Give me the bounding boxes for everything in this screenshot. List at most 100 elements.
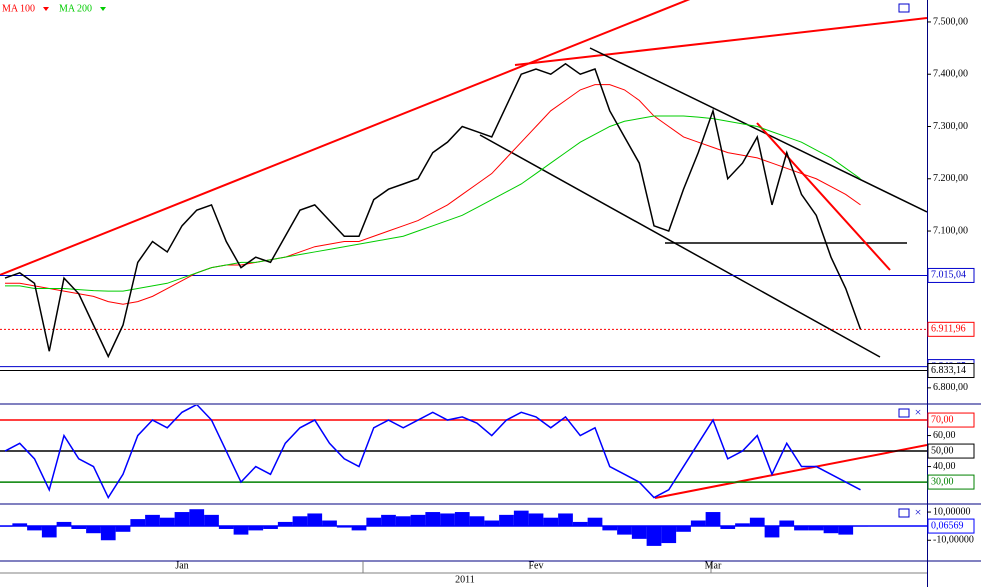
momentum-bar	[720, 526, 736, 529]
momentum-bar	[646, 526, 662, 546]
momentum-bar	[366, 517, 382, 527]
momentum-bar	[130, 519, 146, 527]
y-tick-label: 7.100,00	[933, 225, 968, 236]
momentum-bar	[779, 520, 795, 527]
level-label: 50,00	[931, 445, 954, 456]
momentum-bar	[838, 526, 854, 535]
level-label-box	[927, 412, 975, 428]
x-axis-label: 2011	[455, 574, 475, 585]
momentum-bar	[292, 516, 308, 527]
momentum-bar	[499, 514, 514, 527]
momentum-bar	[661, 526, 677, 544]
momentum-bar	[204, 514, 219, 527]
momentum-bar	[381, 514, 396, 527]
y-tick-label: 7.300,00	[933, 121, 968, 132]
level-label: 7.015,04	[931, 270, 966, 281]
momentum-bar	[56, 521, 72, 527]
momentum-bar	[12, 523, 28, 527]
level-label-box	[927, 363, 975, 379]
y-tick-label: 6.800,00	[933, 382, 968, 393]
momentum-bar	[41, 526, 57, 538]
momentum-bar	[484, 520, 500, 527]
trendline	[654, 444, 927, 499]
momentum-bar	[27, 526, 42, 531]
momentum-bar	[454, 512, 470, 527]
momentum-bar	[558, 513, 573, 527]
momentum-bar	[115, 526, 131, 532]
panel-icon[interactable]	[898, 3, 910, 13]
y-tick-label: -10,00000	[933, 535, 974, 546]
momentum-bar	[145, 514, 160, 527]
momentum-bar	[602, 526, 618, 531]
momentum-bar	[159, 517, 175, 527]
y-tick-label: 60,00	[933, 430, 956, 441]
legend-label: MA 200	[59, 3, 92, 14]
momentum-bar	[395, 516, 411, 527]
level-label: 70,00	[931, 414, 954, 425]
y-tick-label: 7.500,00	[933, 16, 968, 27]
momentum-bar	[263, 526, 278, 529]
momentum-bar	[86, 526, 101, 534]
trendline	[514, 17, 927, 66]
x-tick-label: Mar	[705, 560, 722, 571]
level-label-box	[927, 518, 975, 534]
rsi-trendlines	[654, 444, 927, 499]
momentum-bar	[528, 513, 544, 527]
momentum-bar	[572, 521, 588, 527]
momentum-bar	[735, 523, 750, 527]
rsi-line	[4, 405, 861, 500]
trendline	[756, 122, 891, 271]
x-tick-label: Fev	[529, 560, 544, 571]
momentum-bar	[174, 512, 190, 527]
trendline	[479, 134, 881, 358]
close-icon[interactable]: ×	[915, 405, 922, 419]
momentum-bar	[705, 512, 721, 527]
panel-icon[interactable]	[898, 508, 910, 518]
momentum-bar	[307, 513, 323, 527]
level-label-box	[927, 474, 975, 490]
momentum-bar	[794, 526, 809, 531]
momentum-bar	[617, 526, 632, 535]
momentum-bar	[71, 526, 87, 529]
level-label: 0,06569	[931, 520, 964, 531]
moving-average	[5, 115, 861, 292]
y-tick-label: 7.200,00	[933, 173, 968, 184]
x-tick-label: Jan	[175, 560, 188, 571]
momentum-bar	[425, 512, 441, 527]
momentum-bar	[218, 526, 234, 529]
momentum-bar	[233, 526, 249, 535]
level-label-box	[927, 443, 975, 459]
momentum-bar	[513, 510, 529, 527]
momentum-bar	[690, 520, 706, 527]
y-tick-label: 40,00	[933, 461, 956, 472]
momentum-bar	[469, 516, 485, 527]
legend-arrow	[100, 7, 106, 11]
momentum-bar	[749, 517, 765, 527]
momentum-bar	[764, 526, 780, 538]
momentum-bar	[336, 526, 352, 528]
momentum-bar	[823, 526, 839, 534]
momentum-bar	[587, 517, 603, 527]
legend-arrow	[43, 7, 49, 11]
legend-label: MA 100	[2, 3, 35, 14]
momentum-bar	[440, 513, 455, 527]
level-label: 30,00	[931, 476, 954, 487]
momentum-bar	[808, 526, 824, 531]
momentum-bar	[100, 526, 116, 541]
y-tick-label: 7.400,00	[933, 69, 968, 80]
trendlines	[0, 0, 927, 358]
trendline	[589, 47, 927, 213]
trendline	[0, 0, 691, 276]
panel-icon[interactable]	[898, 408, 910, 418]
level-label: 6.911,96	[931, 324, 966, 335]
moving-average	[5, 84, 861, 305]
momentum-bar	[0, 526, 13, 527]
momentum-bar	[189, 509, 205, 527]
momentum-bar	[410, 514, 426, 527]
momentum-bar	[853, 526, 868, 527]
momentum-bar	[248, 526, 264, 531]
close-icon[interactable]: ×	[915, 505, 922, 519]
momentum-bar	[277, 521, 293, 527]
momentum-bar	[351, 526, 367, 531]
